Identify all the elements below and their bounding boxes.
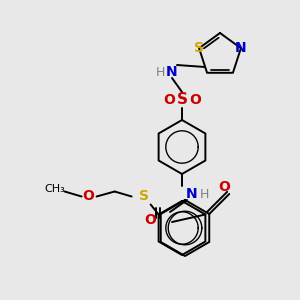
Text: CH₃: CH₃	[44, 184, 65, 194]
Text: O: O	[163, 93, 175, 107]
Text: N: N	[166, 65, 178, 79]
Text: S: S	[139, 190, 148, 203]
Text: O: O	[83, 190, 94, 203]
Text: O: O	[144, 213, 156, 227]
Text: O: O	[189, 93, 201, 107]
Text: H: H	[199, 188, 209, 200]
Text: S: S	[176, 92, 188, 107]
Text: N: N	[235, 41, 247, 55]
Text: S: S	[194, 41, 204, 55]
Text: H: H	[155, 65, 165, 79]
Text: O: O	[218, 180, 230, 194]
Text: N: N	[186, 187, 198, 201]
